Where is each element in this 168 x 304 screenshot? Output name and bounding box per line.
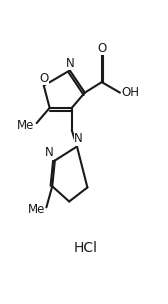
Text: Me: Me	[28, 203, 45, 216]
Text: N: N	[74, 132, 83, 145]
Text: O: O	[39, 72, 48, 85]
Text: O: O	[97, 42, 106, 54]
Text: N: N	[45, 146, 54, 159]
Text: N: N	[66, 57, 74, 70]
Text: Me: Me	[17, 119, 34, 132]
Text: OH: OH	[121, 86, 139, 99]
Text: HCl: HCl	[74, 241, 98, 255]
